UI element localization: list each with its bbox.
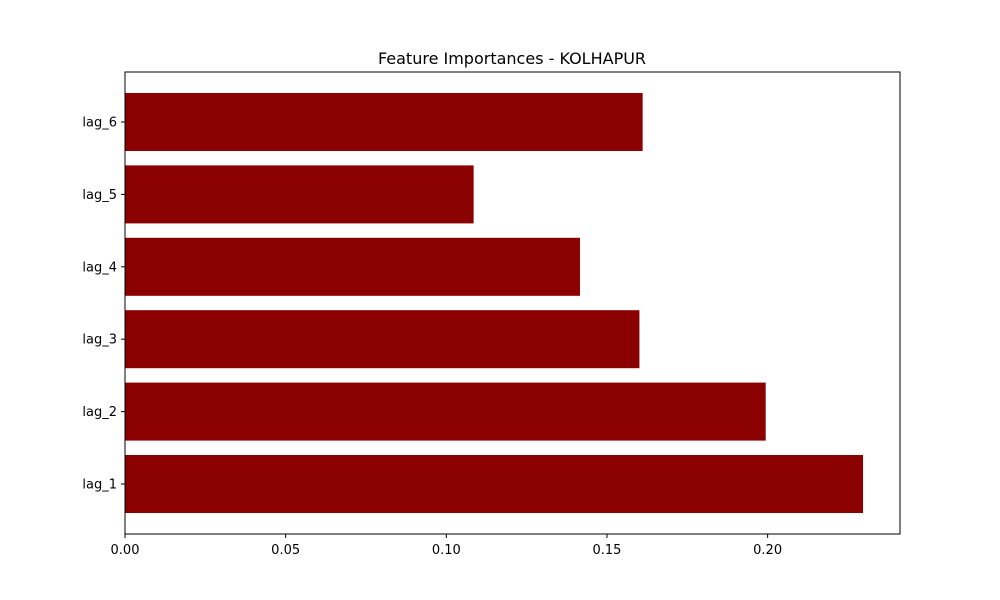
plot-frame	[124, 71, 901, 535]
bar-lag_2	[125, 382, 766, 441]
y-tick-label: lag_5	[82, 188, 117, 203]
x-tick-label: 0.05	[271, 543, 300, 558]
x-axis: 0.00 0.05 0.10 0.15 0.20	[111, 534, 782, 558]
x-tick-label: 0.15	[592, 543, 621, 558]
bar-lag_4	[125, 237, 580, 296]
bar-lag_3	[125, 310, 640, 369]
bars-layer	[125, 93, 864, 513]
y-axis: lag_1 lag_2 lag_3 lag_4 lag_5 lag_6	[82, 116, 125, 493]
x-tick-label: 0.20	[753, 543, 782, 558]
y-tick-label: lag_4	[82, 260, 117, 275]
x-tick-label: 0.00	[111, 543, 140, 558]
x-tick-label: 0.10	[432, 543, 461, 558]
y-tick-label: lag_6	[82, 116, 117, 131]
bar-lag_5	[125, 165, 474, 224]
y-tick-label: lag_3	[82, 333, 117, 348]
y-tick-label: lag_1	[82, 478, 117, 493]
bar-lag_1	[125, 455, 864, 513]
y-tick-label: lag_2	[82, 405, 117, 420]
bar-lag_6	[125, 93, 643, 151]
chart-title: Feature Importances - KOLHAPUR	[378, 49, 646, 68]
